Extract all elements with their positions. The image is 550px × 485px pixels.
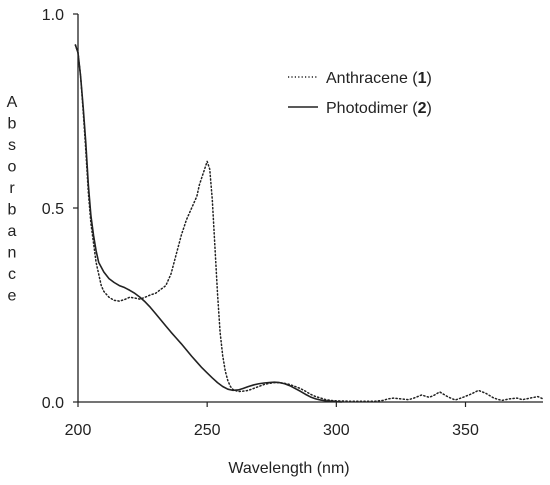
legend: Anthracene (1) Photodimer (2) [288, 70, 432, 117]
x-axis-label: Wavelength (nm) [228, 460, 349, 477]
series-group [74, 44, 544, 403]
x-tick-label: 350 [452, 422, 479, 439]
y-tick-label: 0.0 [42, 395, 64, 412]
series-line-photodimer [74, 44, 343, 403]
legend-label-photodimer: Photodimer (2) [326, 100, 432, 117]
legend-label-anthracene: Anthracene (1) [326, 70, 432, 87]
x-tick-label: 300 [323, 422, 350, 439]
x-tick-label: 250 [194, 422, 221, 439]
series-line-anthracene [74, 44, 544, 402]
plot-area [77, 14, 543, 403]
y-tick-label: 1.0 [42, 7, 64, 24]
axis-ticks: 200 250 300 350 0.0 0.5 1.0 [42, 7, 479, 439]
y-tick-label: 0.5 [42, 201, 64, 218]
x-tick-label: 200 [65, 422, 92, 439]
